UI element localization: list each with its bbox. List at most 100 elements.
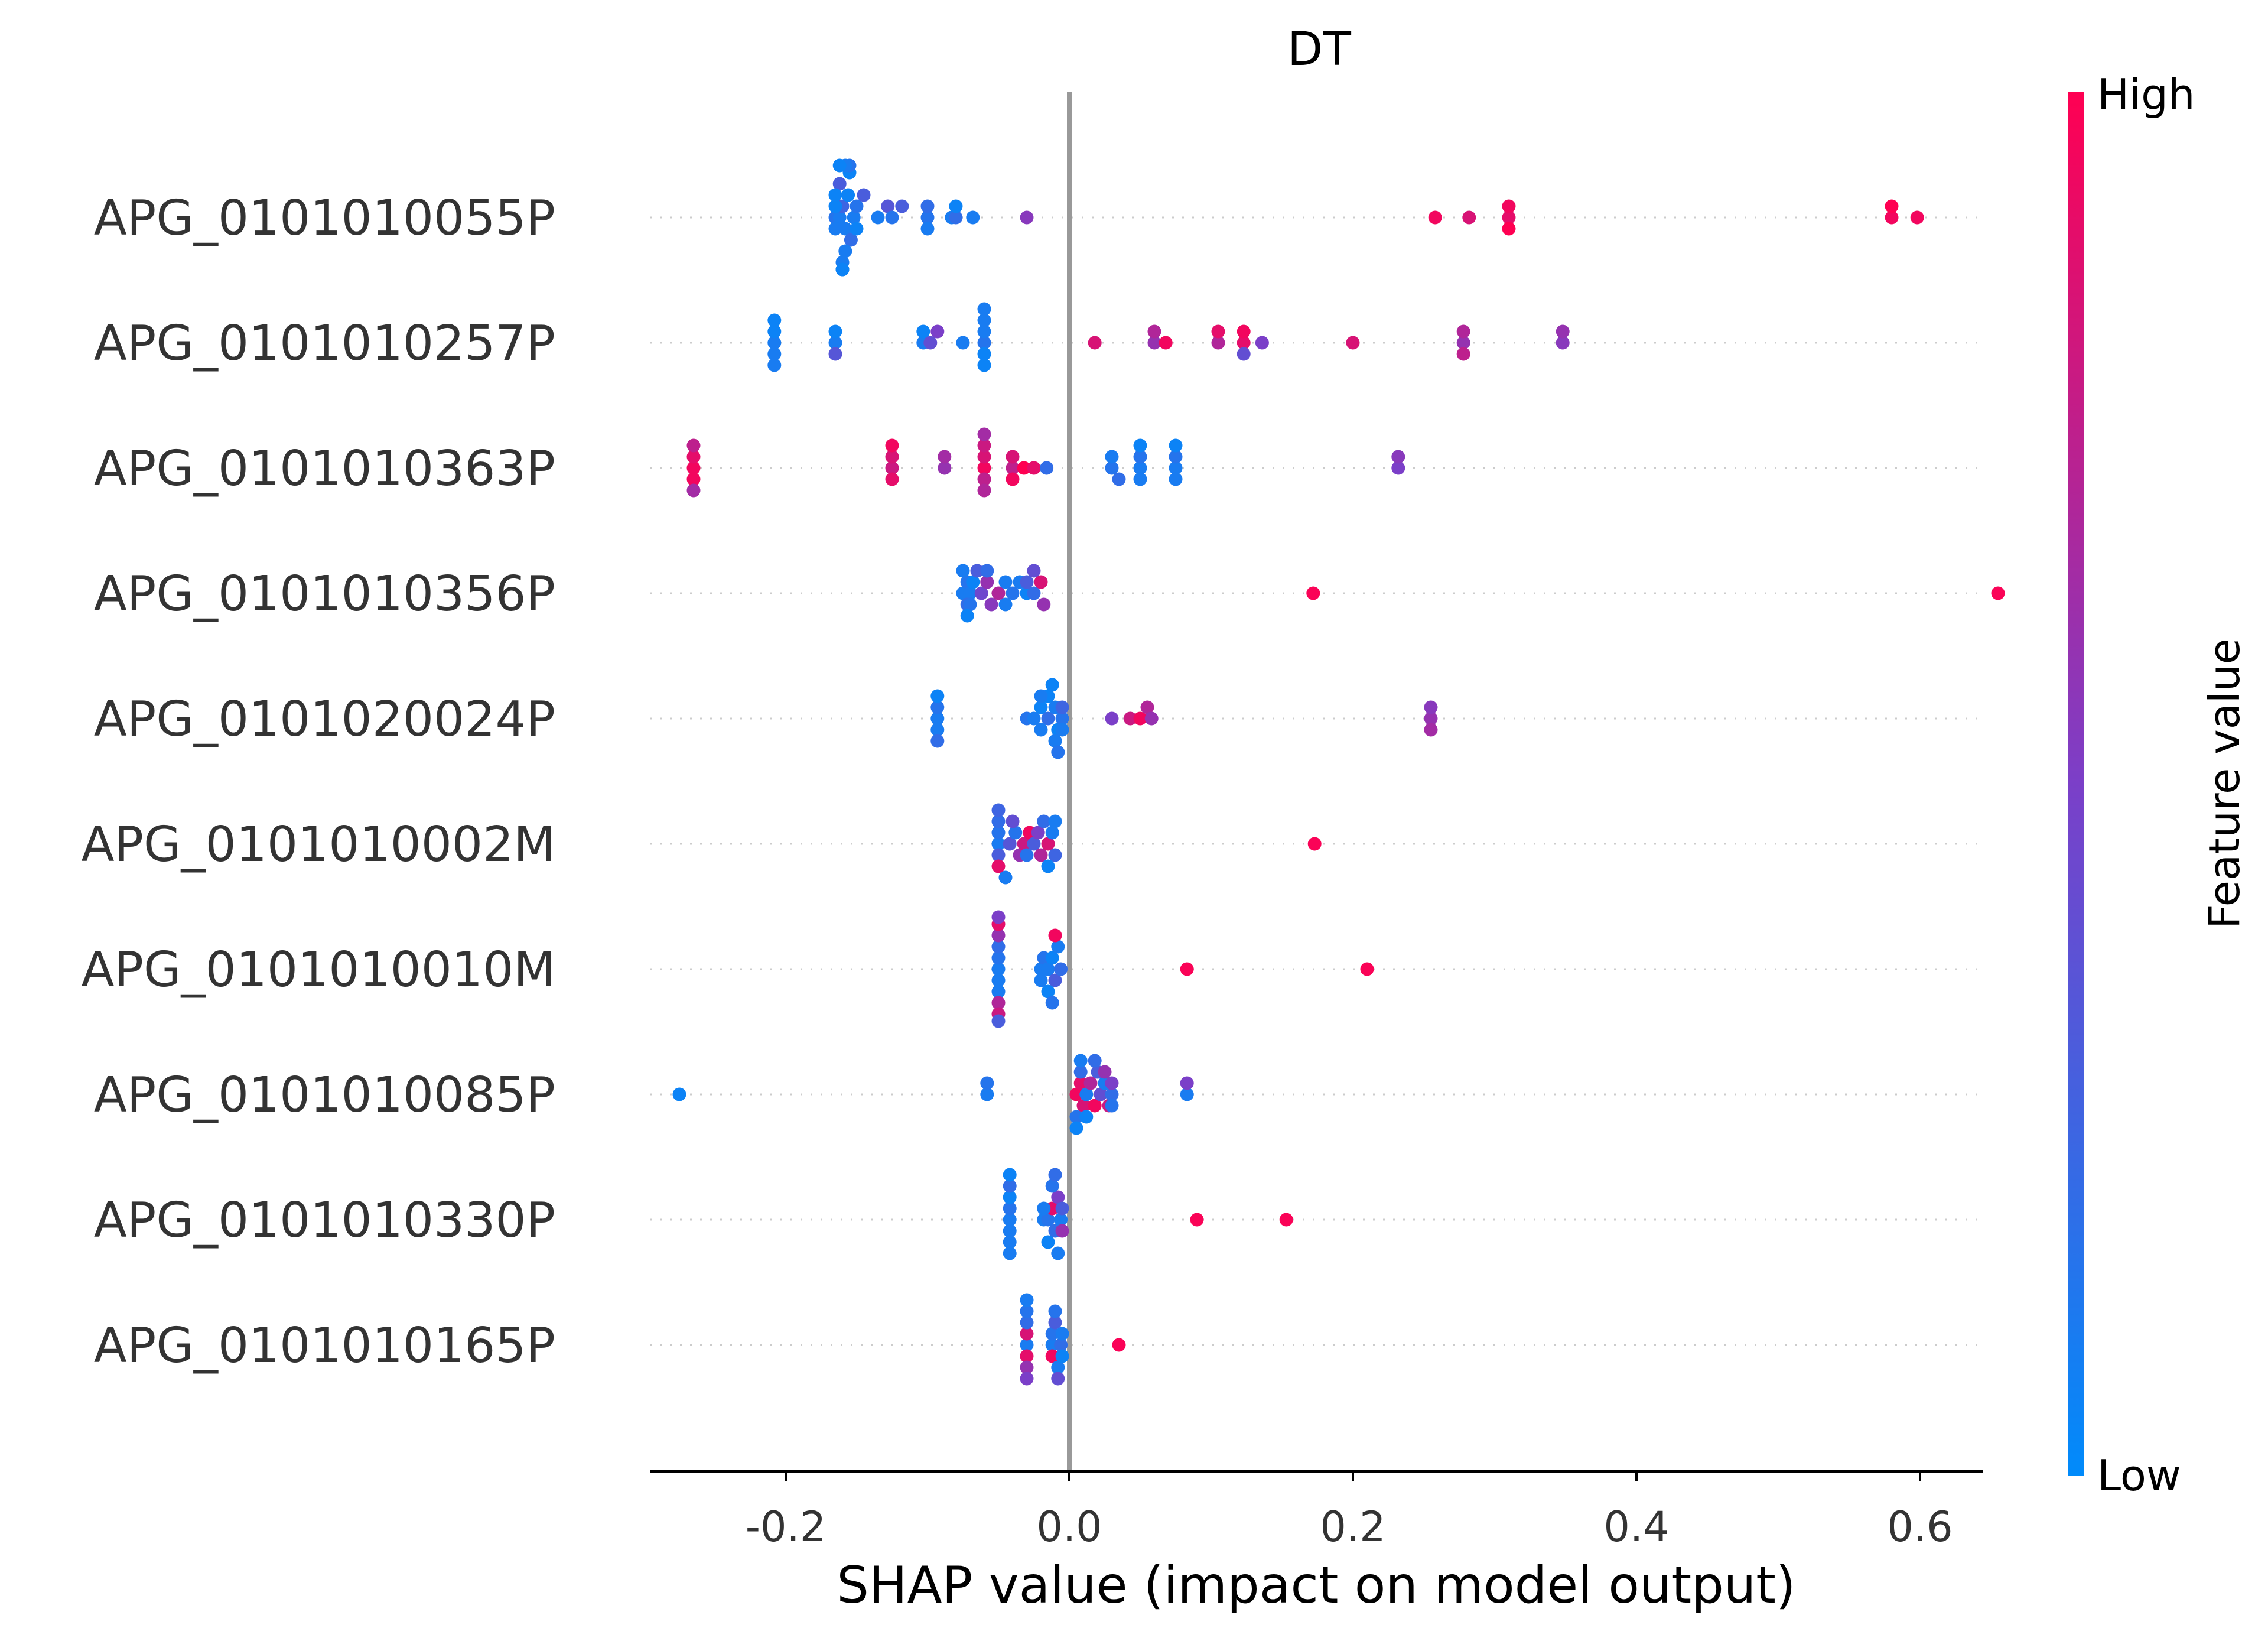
shap-point [977,438,991,453]
shap-point [1037,597,1051,612]
shap-point [1034,973,1048,987]
shap-point [835,262,850,277]
shap-point [1556,324,1570,339]
shap-point [828,347,842,361]
shap-point [1055,723,1069,737]
shap-point [1003,1201,1017,1216]
feature-label: APG_0101010356P [94,566,555,622]
shap-point [838,244,852,258]
shap-point [1346,336,1360,350]
shap-point [1307,837,1322,851]
shap-point [1079,1087,1094,1101]
shap-point [991,996,1006,1010]
shap-point [991,910,1006,924]
shap-point [991,837,1006,851]
x-axis-ticks: -0.2 0.0 0.2 0.4 0.6 [746,1471,1953,1551]
shap-point [1045,678,1059,692]
shap-point [1144,711,1159,726]
shap-point [1073,1076,1088,1090]
shap-point [1003,1235,1017,1249]
shap-point [767,324,782,339]
shap-point [1051,940,1065,954]
shap-point [881,199,895,213]
shap-point [686,461,701,475]
shap-point [960,609,974,623]
shap-point [832,210,847,225]
shap-point [767,336,782,350]
colorbar [2068,92,2084,1476]
shap-point [1094,1087,1108,1101]
shap-point [832,158,847,173]
shap-point [1105,1076,1119,1090]
shap-point [1391,461,1405,475]
shap-point [977,324,991,339]
shap-point [1017,461,1031,475]
shap-point [1051,1360,1065,1374]
shap-point [991,826,1006,840]
shap-point [977,358,991,372]
shap-point [991,928,1006,942]
shap-point [1045,1349,1059,1363]
shap-point [1424,700,1438,714]
feature-label: APG_0101010010M [81,942,555,998]
x-tick-label: 0.0 [1036,1503,1102,1551]
shap-point [1211,336,1225,350]
shap-point [1133,711,1147,726]
shap-point [1306,586,1320,600]
shap-point [1003,1190,1017,1204]
shap-point [1020,1304,1034,1318]
shap-point [1556,336,1570,350]
shap-point [966,575,980,589]
shap-point [1006,461,1020,475]
shap-point [1424,723,1438,737]
shap-point [1991,586,2005,600]
shap-point [977,483,991,498]
feature-label: APG_0101010363P [94,441,555,497]
shap-point [1069,1110,1083,1124]
shap-point [991,803,1006,817]
colorbar-low-label: Low [2097,1451,2181,1500]
colorbar-title: Feature value [2199,638,2249,929]
shap-point [977,347,991,361]
shap-point [1133,461,1147,475]
shap-point [1003,1168,1017,1182]
shap-point [1037,814,1051,828]
shap-point [1006,814,1020,828]
shap-point [930,734,945,748]
shap-point [974,586,988,600]
shap-point [920,210,935,225]
shap-point [1006,586,1020,600]
shap-point [1006,472,1020,486]
shap-point [1055,1349,1069,1363]
shap-point [977,461,991,475]
shap-point [991,586,1006,600]
shap-point [1054,962,1068,976]
shap-point [1180,1087,1194,1101]
shap-point [1003,837,1017,851]
shap-point [1055,700,1069,714]
shap-point [1211,324,1225,339]
shap-point [686,438,701,453]
feature-row-gridlines [650,216,1983,1346]
shap-point [1003,1213,1017,1227]
shap-point [832,177,847,191]
shap-point [1112,472,1126,486]
shap-point [847,210,861,225]
feature-label: APG_0101020024P [94,691,555,748]
shap-point [1424,711,1438,726]
x-tick-label: 0.4 [1603,1503,1669,1551]
shap-point [1180,962,1194,976]
shap-point [1048,928,1062,942]
shap-point [767,313,782,327]
shap-point [1031,826,1045,840]
shap-point [1020,1372,1034,1386]
feature-label: APG_0101010257P [94,316,555,372]
shap-point [966,210,980,225]
shap-point [991,951,1006,965]
shap-point [998,575,1013,589]
shap-point [977,472,991,486]
shap-point [991,973,1006,987]
shap-point [1885,199,1899,213]
shap-point [1048,1304,1062,1318]
shap-point [885,461,899,475]
